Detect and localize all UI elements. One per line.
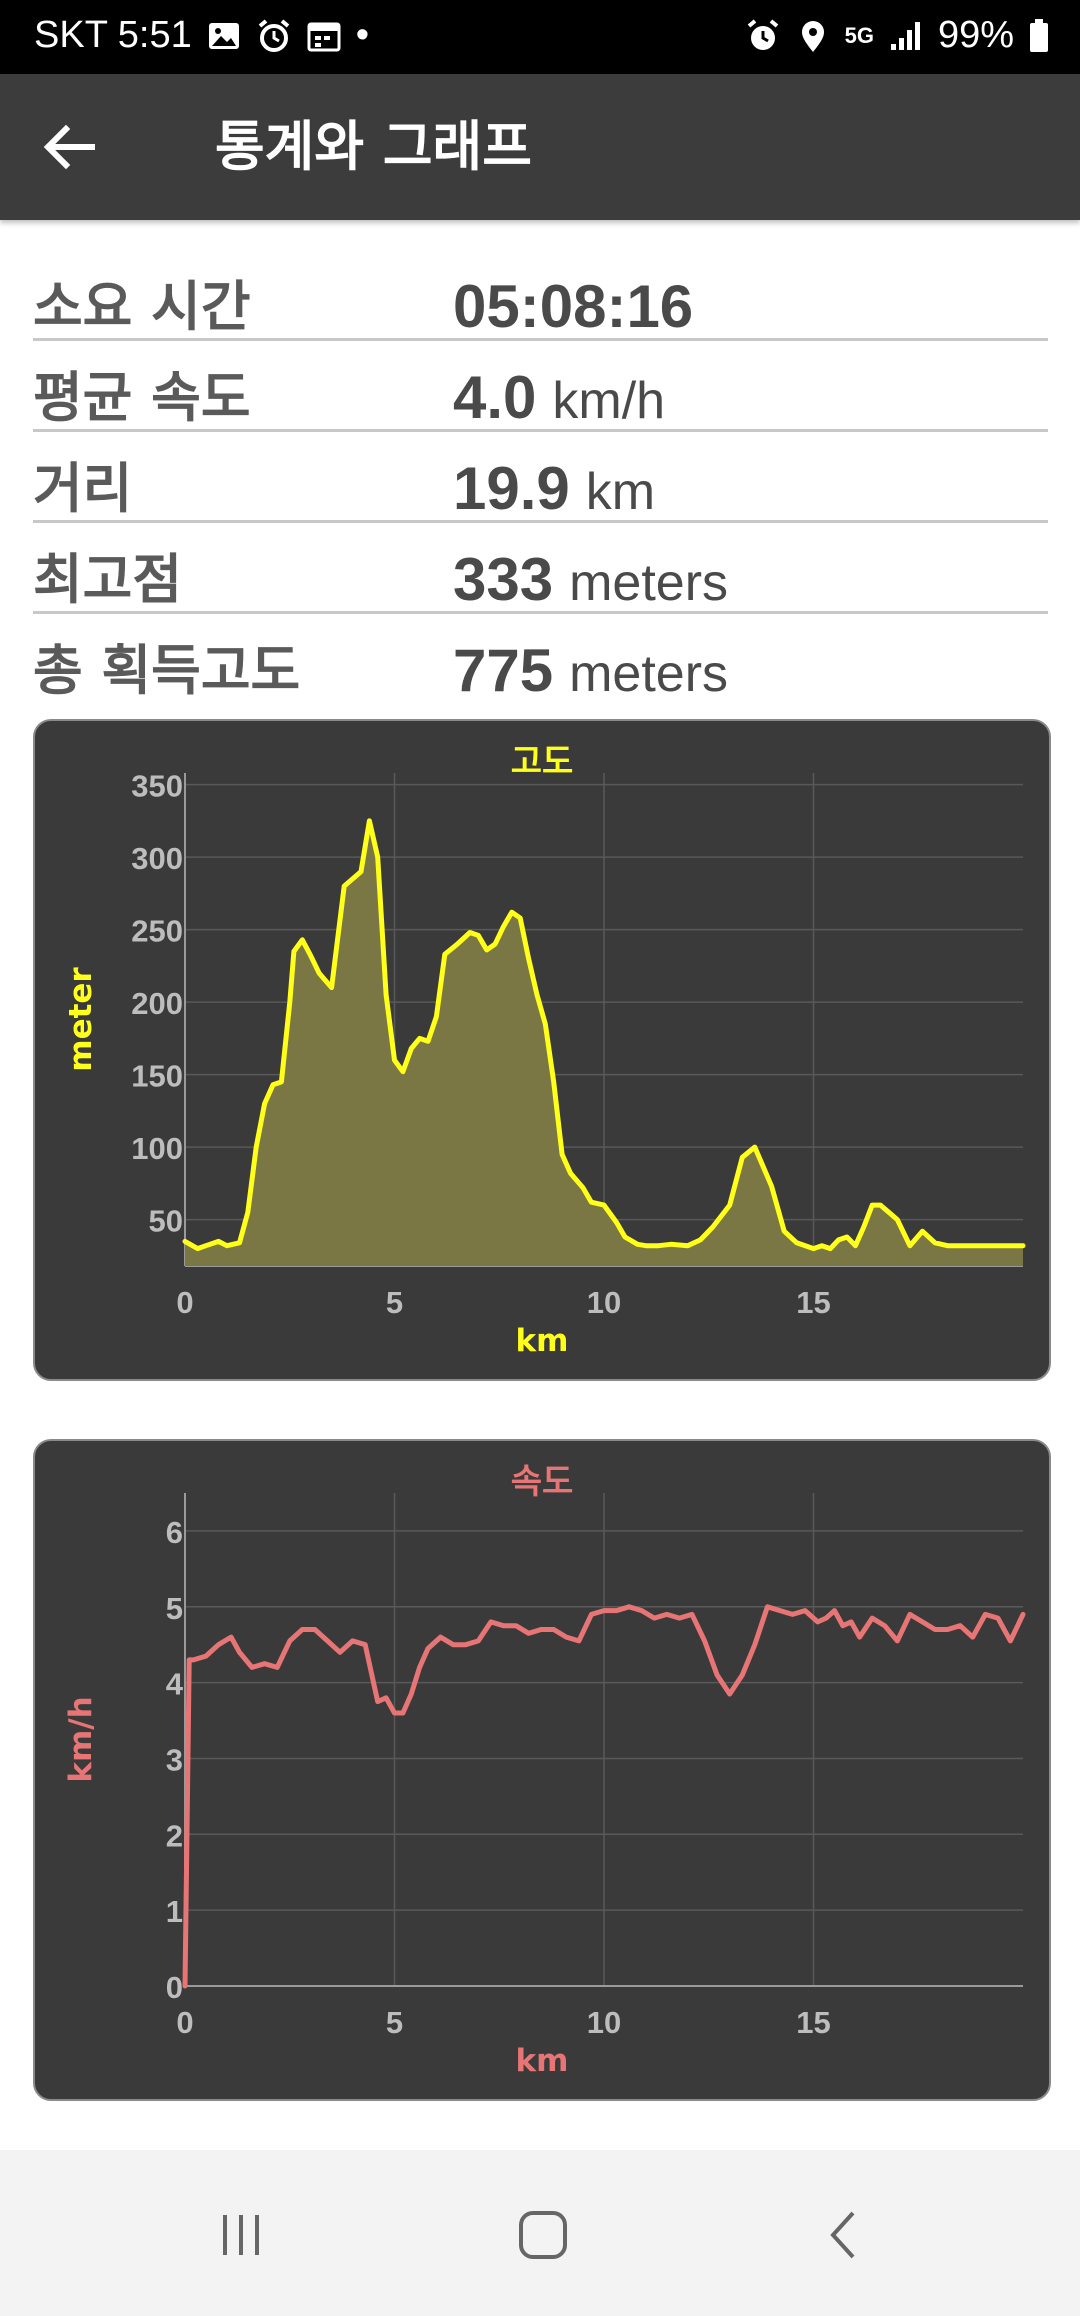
- speed-chart-card: 속도 0 1 2 3 4 5 6 0 5 10 15 km km/h: [33, 1439, 1051, 2101]
- back-nav-button[interactable]: [800, 2190, 890, 2280]
- home-icon: [519, 2211, 567, 2259]
- y-tick-label: 350: [131, 769, 183, 804]
- recent-apps-button[interactable]: [196, 2190, 286, 2280]
- stat-label: 거리: [33, 457, 133, 520]
- y-tick-label: 150: [131, 1059, 183, 1094]
- x-axis-label: km: [516, 1323, 569, 1359]
- arrow-left-icon: [43, 124, 95, 170]
- stat-row-duration: 소요 시간 05:08:16: [33, 250, 1048, 341]
- notification-dot: •: [355, 14, 370, 56]
- x-tick-label: 5: [386, 2005, 403, 2040]
- app-bar: 통계와 그래프: [0, 74, 1080, 220]
- y-tick-label: 0: [166, 1970, 183, 2005]
- page-title: 통계와 그래프: [215, 115, 532, 178]
- stat-label: 총 획득고도: [33, 639, 301, 702]
- stat-unit: km/h: [552, 372, 666, 430]
- y-tick-label: 3: [166, 1742, 183, 1777]
- y-axis-label: meter: [63, 967, 99, 1072]
- calendar-icon: [306, 18, 342, 54]
- series-line: [182, 818, 1026, 1252]
- stat-unit: km: [585, 463, 656, 521]
- x-axis-label: km: [516, 2043, 569, 2079]
- carrier-time: SKT 5:51: [34, 14, 192, 56]
- stat-number: 775: [453, 637, 554, 704]
- area-fill: [185, 820, 1023, 1266]
- series-line: [182, 1604, 1026, 1989]
- stats-table: 소요 시간 05:08:16 평균 속도 4.0 km/h 거리 19.9 km 최…: [33, 250, 1048, 705]
- stat-row-avg-speed: 평균 속도 4.0 km/h: [33, 341, 1048, 432]
- stat-value: 19.9 km: [453, 454, 655, 523]
- chevron-left-icon: [830, 2211, 855, 2259]
- chart-title: 고도: [511, 742, 574, 782]
- stat-unit: meters: [569, 554, 729, 612]
- stat-value: 333 meters: [453, 545, 728, 614]
- y-tick-label: 250: [131, 914, 183, 949]
- back-button[interactable]: [40, 112, 130, 182]
- image-icon: [206, 18, 242, 54]
- navigation-bar: [0, 2150, 1080, 2316]
- chart-title: 속도: [511, 1462, 574, 1502]
- y-axis-label: km/h: [63, 1696, 99, 1782]
- stat-unit: meters: [569, 645, 729, 703]
- stat-value: 775 meters: [453, 636, 728, 705]
- home-button[interactable]: [498, 2190, 588, 2280]
- alarm-icon: [745, 18, 781, 54]
- stat-label: 평균 속도: [33, 366, 251, 429]
- y-tick-label: 6: [166, 1515, 183, 1550]
- y-tick-label: 100: [131, 1131, 183, 1166]
- altitude-chart: 고도 50 100 150 200 250 300 350 0 5 10 15 km meter: [63, 742, 1026, 1359]
- y-tick-label: 300: [131, 841, 183, 876]
- battery-icon: [1028, 18, 1050, 54]
- stat-row-max-altitude: 최고점 333 meters: [33, 523, 1048, 614]
- y-tick-label: 1: [166, 1894, 183, 1929]
- x-tick-label: 10: [587, 2005, 621, 2040]
- stat-row-total-ascent: 총 획득고도 775 meters: [33, 614, 1048, 705]
- stat-number: 05:08:16: [453, 273, 694, 340]
- status-bar: SKT 5:51 • 5G 99%: [0, 0, 1080, 74]
- x-tick-label: 0: [176, 2005, 193, 2040]
- stat-value: 4.0 km/h: [453, 363, 665, 432]
- location-icon: [795, 18, 831, 54]
- altitude-chart-card: 고도 50 100 150 200 250 300 350 0 5 10 15 km meter: [33, 719, 1051, 1381]
- 5g-icon: 5G: [844, 22, 874, 48]
- speed-chart: 속도 0 1 2 3 4 5 6 0 5 10 15 km km/h: [63, 1462, 1026, 2079]
- x-tick-label: 15: [796, 2005, 830, 2040]
- stat-number: 19.9: [453, 455, 570, 522]
- battery-percent: 99%: [937, 14, 1014, 56]
- y-tick-label: 4: [166, 1667, 184, 1702]
- x-tick-label: 15: [796, 1285, 830, 1320]
- stat-number: 4.0: [453, 364, 537, 431]
- x-tick-label: 0: [176, 1285, 193, 1320]
- y-tick-label: 50: [149, 1204, 183, 1239]
- stat-number: 333: [453, 546, 554, 613]
- recent-apps-icon: [223, 2215, 259, 2255]
- x-tick-label: 5: [386, 1285, 403, 1320]
- alarm-icon: [256, 18, 292, 54]
- x-tick-label: 10: [587, 1285, 621, 1320]
- y-tick-label: 5: [166, 1591, 183, 1626]
- stat-value: 05:08:16: [453, 272, 693, 341]
- stat-label: 소요 시간: [33, 275, 251, 338]
- y-tick-label: 2: [166, 1818, 183, 1853]
- signal-icon: [888, 18, 924, 54]
- stat-label: 최고점: [33, 548, 183, 611]
- y-tick-label: 200: [131, 986, 183, 1021]
- stat-row-distance: 거리 19.9 km: [33, 432, 1048, 523]
